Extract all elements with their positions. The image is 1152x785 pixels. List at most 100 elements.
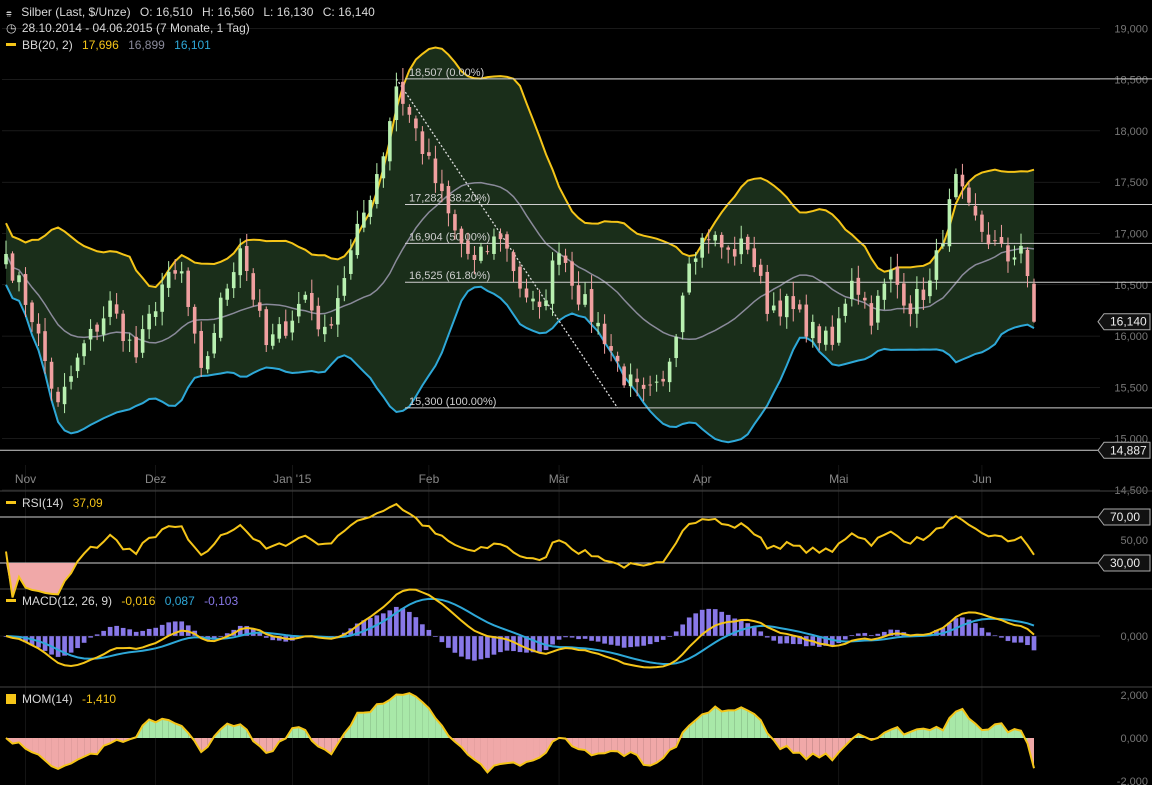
candle-body: [316, 305, 321, 330]
macd-histogram-bar: [790, 635, 796, 645]
momentum-area-segment: [402, 693, 410, 738]
momentum-area-segment: [435, 718, 442, 738]
macd-histogram-bar: [413, 616, 419, 637]
macd-histogram-bar: [497, 635, 504, 653]
macd-histogram-bar: [712, 608, 718, 637]
momentum-area-segment: [97, 738, 104, 755]
macd-histogram-bar: [653, 635, 660, 643]
momentum-area-segment: [884, 729, 891, 738]
momentum-area-segment: [77, 738, 85, 760]
candle-body: [36, 323, 41, 334]
momentum-area-segment: [175, 723, 182, 738]
momentum-area-segment: [591, 738, 599, 756]
candle-body: [843, 303, 848, 316]
candle-body: [4, 254, 8, 265]
candle-body: [719, 234, 724, 248]
macd-histogram-bar: [172, 621, 178, 637]
macd-histogram-bar: [608, 635, 614, 646]
candle-body: [661, 378, 665, 382]
fibonacci-label: 16,904 (50.00%): [409, 231, 490, 243]
candle-body: [941, 243, 945, 247]
candle-body: [1012, 257, 1017, 260]
candle-body: [218, 297, 223, 338]
candle-body: [342, 278, 347, 296]
macd-histogram-bar: [855, 633, 861, 637]
momentum-area-segment: [988, 724, 995, 738]
high-value: H: 16,560: [201, 5, 255, 19]
momentum-area-segment: [480, 738, 488, 773]
candle-body: [589, 289, 594, 322]
candle-body: [349, 250, 353, 274]
macd-histogram-bar: [218, 635, 224, 638]
macd-histogram-bar: [393, 606, 400, 637]
bb-label: BB(20, 2): [22, 38, 73, 52]
macd-histogram-bar: [523, 635, 530, 654]
rsi-legend[interactable]: RSI(14) 37,09: [6, 496, 109, 510]
macd-histogram-bar: [1024, 635, 1031, 646]
macd-histogram-bar: [569, 635, 575, 638]
open-value: O: 16,510: [139, 5, 193, 19]
momentum-area-segment: [604, 738, 612, 754]
candle-body: [1025, 249, 1030, 277]
price-y-tick: 17,500: [1114, 177, 1148, 189]
momentum-panel: 2,000 0,000 -2,000: [5, 690, 1148, 785]
momentum-area-segment: [695, 714, 703, 738]
macd-histogram-bar: [575, 635, 582, 640]
macd-signal-value: -0,103: [204, 594, 239, 608]
momentum-area-segment: [350, 712, 358, 738]
candle-body: [648, 384, 652, 386]
candle-body: [290, 320, 295, 333]
x-tick-label: Jun: [972, 472, 991, 486]
momentum-area-segment: [266, 738, 273, 753]
price-y-tick: 16,500: [1114, 280, 1148, 292]
candle-body: [804, 304, 809, 337]
candle-body: [355, 223, 360, 256]
candle-body: [732, 249, 737, 257]
macd-legend[interactable]: MACD(12, 26, 9) -0,016 0,087 -0,103: [6, 594, 244, 608]
mom-label: MOM(14): [22, 692, 73, 706]
macd-histogram-bar: [126, 628, 133, 637]
candle-body: [205, 356, 210, 370]
candle-body: [179, 271, 184, 274]
candle-body: [472, 254, 477, 260]
macd-histogram-bar: [244, 625, 250, 637]
macd-histogram-bar: [445, 635, 452, 649]
candle-body: [251, 273, 256, 300]
momentum-area-segment: [389, 694, 397, 738]
candle-body: [635, 378, 639, 383]
candle-body: [537, 301, 542, 308]
rsi-label: RSI(14): [22, 496, 64, 510]
candle-body: [713, 234, 717, 241]
low-marker-tag: 14,887: [1110, 443, 1147, 457]
rsi-line: [5, 502, 1035, 598]
momentum-area-segment: [71, 738, 78, 764]
macd-histogram-bar: [87, 635, 94, 638]
candle-body: [362, 212, 366, 228]
candle-body: [570, 261, 574, 286]
macd-zero-tick: 0,000: [1120, 631, 1148, 643]
momentum-area-segment: [578, 738, 586, 751]
candle-body: [440, 183, 444, 192]
candle-body: [270, 334, 275, 346]
momentum-area-segment: [363, 712, 371, 738]
macd-histogram-bar: [582, 635, 588, 640]
candle-body: [771, 305, 776, 311]
rsi-legend-icon: [6, 501, 16, 504]
candle-body: [375, 174, 379, 205]
macd-histogram-bar: [998, 635, 1005, 638]
candle-body: [277, 324, 282, 339]
candle-body: [583, 294, 587, 305]
macd-signal-line: [5, 597, 1035, 665]
momentum-area-segment: [201, 738, 208, 753]
macd-histogram-bar: [706, 608, 712, 637]
macd-histogram-bar: [764, 635, 770, 638]
macd-line: [5, 588, 1035, 669]
candle-body: [817, 326, 822, 344]
candle-body: [928, 280, 932, 297]
mom-legend[interactable]: MOM(14) -1,410: [6, 692, 122, 706]
candle-body: [967, 187, 971, 203]
bb-legend[interactable]: BB(20, 2) 17,696 16,899 16,101: [6, 38, 217, 52]
low-marker-tag-box: [1097, 441, 1151, 459]
momentum-area-segment: [721, 710, 729, 738]
